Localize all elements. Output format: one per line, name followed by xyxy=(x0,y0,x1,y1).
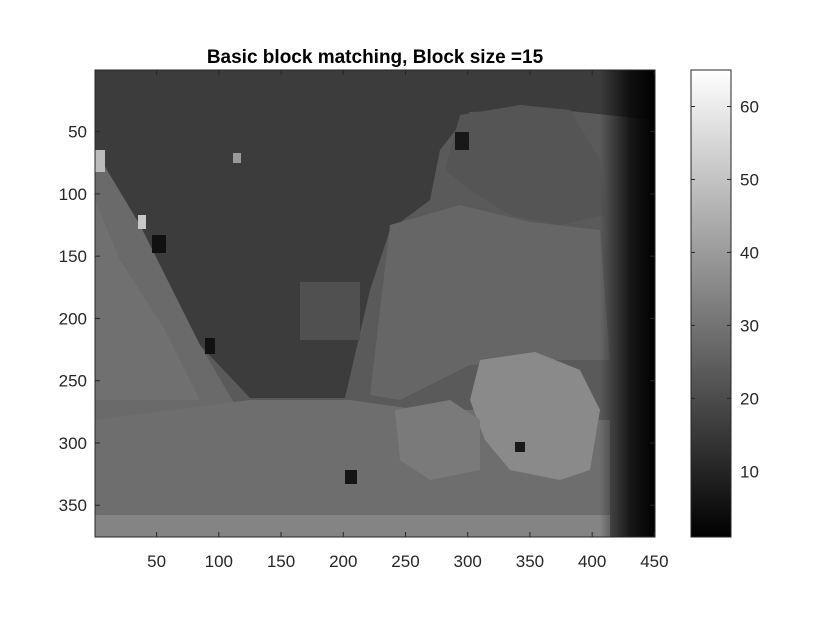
colorbar-tick-label: 60 xyxy=(740,97,759,116)
disparity-image xyxy=(95,70,655,537)
colorbar-tick-label: 50 xyxy=(740,170,759,189)
colorbar-tick-label: 20 xyxy=(740,389,759,408)
colorbar-tick-label: 10 xyxy=(740,462,759,481)
y-axis-ticks: 50 100 150 200 250 300 350 xyxy=(59,123,655,515)
y-tick-label: 200 xyxy=(59,309,87,328)
colorbar-ticks: 10 20 30 40 50 60 xyxy=(691,97,759,481)
chart-title: Basic block matching, Block size =15 xyxy=(207,47,544,68)
x-tick-label: 450 xyxy=(640,552,668,571)
y-tick-label: 350 xyxy=(59,496,87,515)
y-tick-label: 300 xyxy=(59,434,87,453)
y-tick-label: 50 xyxy=(68,123,87,142)
x-tick-label: 100 xyxy=(205,552,233,571)
x-tick-label: 50 xyxy=(147,552,166,571)
colorbar-tick-label: 30 xyxy=(740,316,759,335)
x-tick-label: 250 xyxy=(391,552,419,571)
axes-box xyxy=(94,69,656,538)
x-tick-label: 200 xyxy=(329,552,357,571)
y-tick-label: 100 xyxy=(59,185,87,204)
x-axis-ticks: 50 100 150 200 250 300 350 400 450 xyxy=(147,70,669,571)
y-tick-label: 150 xyxy=(59,247,87,266)
x-tick-label: 400 xyxy=(578,552,606,571)
x-tick-label: 350 xyxy=(516,552,544,571)
colorbar xyxy=(690,69,732,538)
y-tick-label: 250 xyxy=(59,372,87,391)
colorbar-tick-label: 40 xyxy=(740,243,759,262)
x-tick-label: 300 xyxy=(454,552,482,571)
x-tick-label: 150 xyxy=(267,552,295,571)
